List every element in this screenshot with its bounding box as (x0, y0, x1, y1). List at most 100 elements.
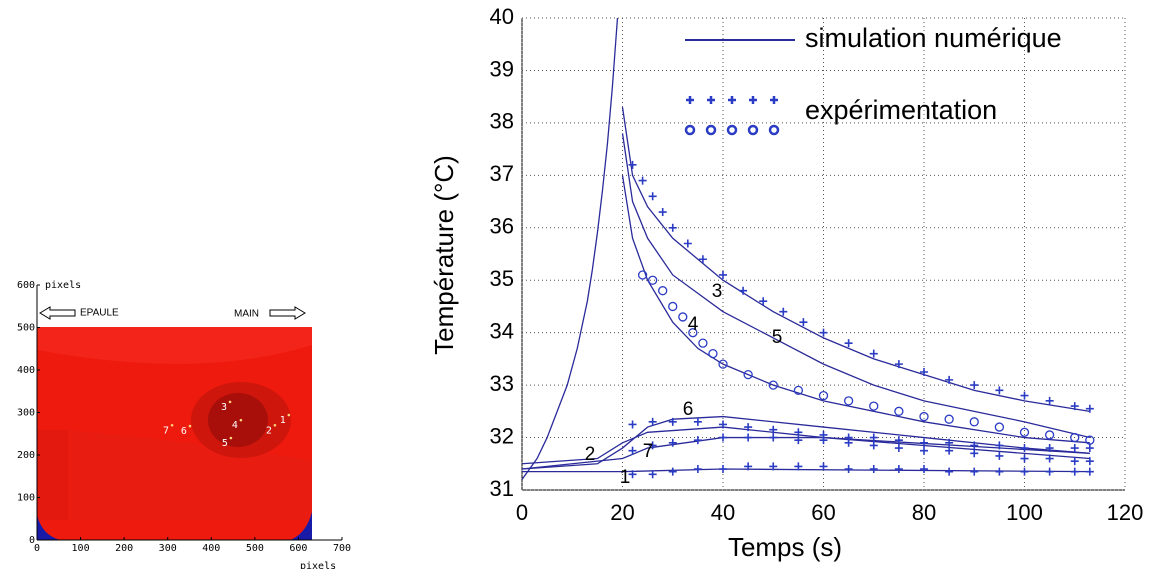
annotation: EPAULE (80, 308, 119, 319)
thermal-image-panel: EPAULE MAIN pixels pixels 0 100 200 300 400 5… (17, 280, 351, 569)
legend-swatch (707, 96, 715, 104)
data-point (743, 369, 753, 380)
x-tick-label: 100 (72, 543, 90, 554)
data-point (1070, 444, 1079, 453)
legend-label: expérimentation (805, 95, 997, 125)
simulation-line (621, 175, 1090, 444)
data-point (944, 414, 954, 424)
data-point (693, 436, 702, 445)
data-point (844, 465, 853, 474)
data-point (1070, 467, 1079, 476)
data-point (648, 470, 657, 479)
y-tick-label: 400 (17, 365, 35, 376)
y-tick-label: 36 (490, 214, 514, 239)
y-tick-label: 100 (17, 493, 35, 504)
point-label: 3 (221, 402, 227, 413)
point-label: 2 (266, 425, 272, 436)
data-point (799, 318, 808, 327)
data-point (995, 441, 1004, 450)
curve-label: 7 (643, 441, 654, 462)
data-point (698, 338, 708, 348)
data-point (1019, 427, 1030, 437)
curve-label: 2 (585, 444, 596, 465)
data-point (637, 270, 648, 280)
legend-label: simulation numérique (805, 23, 1062, 53)
data-point (920, 446, 928, 455)
y-tick-label: 37 (490, 161, 514, 186)
data-point (1045, 444, 1054, 453)
data-point (719, 420, 727, 429)
measure-point (170, 423, 174, 427)
point-label: 4 (232, 420, 238, 431)
data-point (768, 380, 778, 390)
x-tick-label: 0 (34, 543, 40, 554)
x-tick-label: 400 (202, 543, 220, 554)
data-point (894, 406, 904, 416)
data-point (919, 411, 929, 422)
data-point (648, 441, 657, 450)
data-point (628, 160, 637, 169)
legend-swatch (749, 96, 757, 104)
data-point (894, 360, 903, 369)
data-point (698, 255, 707, 264)
y-tick-label: 500 (17, 323, 35, 334)
x-tick-label: 60 (811, 500, 835, 525)
simulation-line (522, 436, 1090, 470)
curve-label: 6 (683, 399, 694, 420)
data-point (1045, 467, 1054, 476)
data-point (819, 436, 828, 445)
y-tick-label: 600 (17, 280, 35, 291)
x-tick-label: 300 (159, 543, 177, 554)
x-tick-label: 600 (289, 543, 307, 554)
data-point (994, 422, 1005, 432)
data-point (920, 368, 928, 376)
legend-swatch (770, 96, 778, 104)
y-tick-label: 34 (490, 318, 514, 343)
data-point (668, 223, 677, 232)
data-point (658, 286, 668, 296)
data-point (718, 359, 728, 369)
data-point (719, 270, 727, 279)
simulation-line (522, 17, 619, 480)
data-point (793, 385, 804, 396)
data-point (819, 462, 828, 471)
data-point (744, 462, 753, 471)
thermal-zone (37, 327, 312, 364)
y-tick-label: 39 (490, 56, 514, 81)
data-point (894, 444, 903, 453)
data-point (970, 449, 979, 458)
legend-swatch (705, 124, 717, 136)
data-point (668, 467, 677, 476)
data-point (945, 446, 954, 455)
data-point (869, 433, 878, 442)
data-point (945, 375, 954, 384)
data-point (945, 467, 954, 476)
x-tick-label: 500 (246, 543, 264, 554)
legend: simulation numérique expérimentation (684, 23, 1062, 136)
data-point (995, 386, 1004, 395)
data-point (869, 349, 878, 358)
data-point (719, 465, 727, 474)
data-point (969, 417, 979, 427)
data-point (1044, 430, 1055, 440)
data-point (920, 438, 928, 447)
data-point (779, 307, 788, 316)
point-label: 6 (181, 426, 187, 437)
data-point (995, 451, 1004, 460)
legend-swatch (768, 124, 780, 136)
data-point (693, 465, 702, 474)
point-label: 5 (222, 438, 228, 449)
data-point (1085, 444, 1094, 453)
data-point (794, 428, 803, 437)
legend-swatch (726, 124, 738, 136)
data-point (708, 348, 718, 359)
y-tick-label: 32 (490, 423, 514, 448)
measure-point (228, 400, 232, 404)
data-point (844, 339, 853, 348)
data-point (970, 467, 979, 476)
x-tick-label: 120 (1107, 500, 1144, 525)
data-point (628, 446, 637, 455)
data-point (794, 436, 803, 445)
y-axis-label: pixels (45, 280, 81, 291)
